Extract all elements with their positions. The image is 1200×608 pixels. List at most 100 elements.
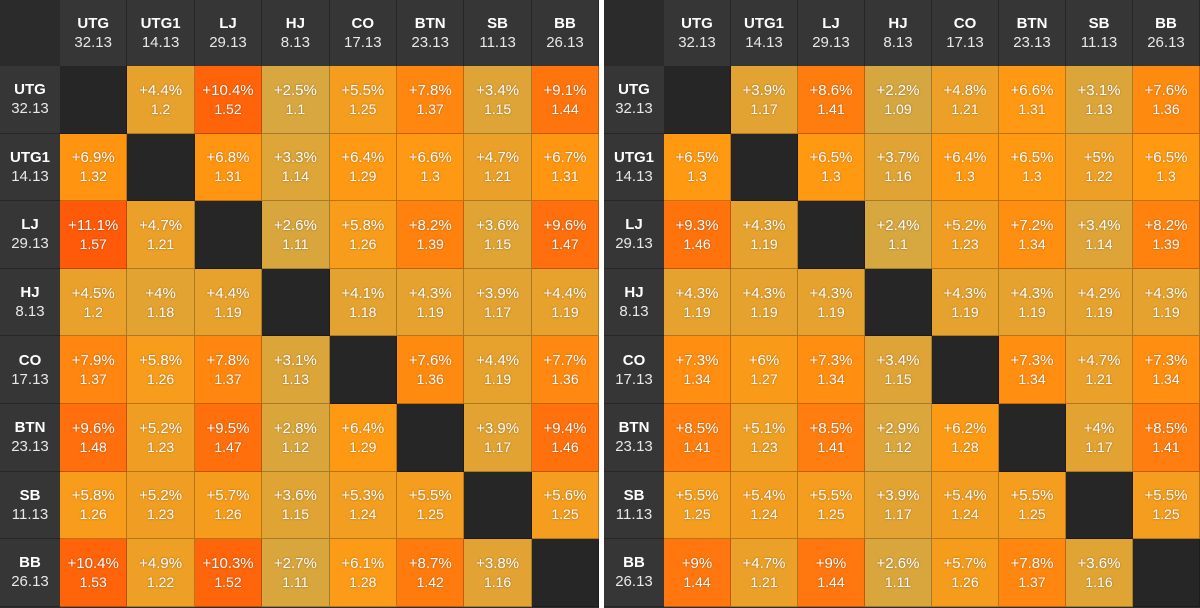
matrix-cell[interactable]: +5.8% 1.26 xyxy=(60,471,128,540)
matrix-cell[interactable]: +8.6% 1.41 xyxy=(798,66,865,134)
matrix-cell[interactable]: +5.5% 1.25 xyxy=(329,66,397,134)
matrix-cell[interactable]: +7.8% 1.37 xyxy=(194,336,263,404)
matrix-cell[interactable]: +5.1% 1.23 xyxy=(731,404,798,472)
matrix-cell[interactable]: +5.5% 1.25 xyxy=(664,471,731,540)
matrix-cell[interactable]: +5.5% 1.25 xyxy=(1133,471,1200,540)
matrix-cell[interactable]: +7.3% 1.34 xyxy=(1133,336,1200,404)
matrix-cell[interactable]: +5.7% 1.26 xyxy=(932,539,999,607)
matrix-cell[interactable]: +4.3% 1.19 xyxy=(731,268,798,337)
matrix-cell[interactable]: +3.3% 1.14 xyxy=(262,133,330,202)
matrix-cell[interactable]: +2.6% 1.11 xyxy=(865,539,932,607)
matrix-cell[interactable]: +4.7% 1.21 xyxy=(127,201,195,269)
matrix-cell[interactable]: +9.6% 1.47 xyxy=(531,201,599,269)
matrix-cell[interactable]: +3.6% 1.15 xyxy=(262,471,330,540)
matrix-cell[interactable]: +4.4% 1.2 xyxy=(127,66,195,134)
matrix-cell[interactable]: +7.6% 1.36 xyxy=(397,336,465,404)
matrix-cell[interactable]: +5.2% 1.23 xyxy=(127,471,195,540)
matrix-cell[interactable]: +3.1% 1.13 xyxy=(262,336,330,404)
matrix-cell[interactable]: +7.3% 1.34 xyxy=(999,336,1066,404)
matrix-cell[interactable]: +6.5% 1.3 xyxy=(664,133,731,202)
matrix-cell[interactable]: +3.4% 1.14 xyxy=(1066,201,1133,269)
matrix-cell[interactable]: +6.5% 1.3 xyxy=(1133,133,1200,202)
matrix-cell[interactable]: +6.5% 1.3 xyxy=(798,133,865,202)
matrix-cell[interactable]: +4.4% 1.19 xyxy=(464,336,532,404)
matrix-cell[interactable]: +8.7% 1.42 xyxy=(397,539,465,607)
matrix-cell[interactable]: +4.8% 1.21 xyxy=(932,66,999,134)
matrix-cell[interactable]: +4.4% 1.19 xyxy=(531,268,599,337)
matrix-cell[interactable]: +5.5% 1.25 xyxy=(999,471,1066,540)
matrix-cell[interactable]: +10.4% 1.53 xyxy=(60,539,128,607)
matrix-cell[interactable]: +8.5% 1.41 xyxy=(798,404,865,472)
matrix-cell[interactable]: +8.5% 1.41 xyxy=(1133,404,1200,472)
matrix-cell[interactable]: +5.2% 1.23 xyxy=(932,201,999,269)
matrix-cell[interactable]: +7.7% 1.36 xyxy=(531,336,599,404)
matrix-cell[interactable]: +5.8% 1.26 xyxy=(329,201,397,269)
matrix-cell[interactable]: +5.8% 1.26 xyxy=(127,336,195,404)
matrix-cell[interactable]: +6.6% 1.31 xyxy=(999,66,1066,134)
matrix-cell[interactable]: +7.2% 1.34 xyxy=(999,201,1066,269)
matrix-cell[interactable]: +7.6% 1.36 xyxy=(1133,66,1200,134)
matrix-cell[interactable]: +9% 1.44 xyxy=(798,539,865,607)
matrix-cell[interactable]: +6.2% 1.28 xyxy=(932,404,999,472)
matrix-cell[interactable]: +4.4% 1.19 xyxy=(194,268,263,337)
matrix-cell[interactable]: +6.7% 1.31 xyxy=(531,133,599,202)
matrix-cell[interactable]: +4.3% 1.19 xyxy=(664,268,731,337)
matrix-cell[interactable]: +5.7% 1.26 xyxy=(194,471,263,540)
matrix-cell[interactable]: +4.3% 1.19 xyxy=(397,268,465,337)
matrix-cell[interactable]: +5.4% 1.24 xyxy=(731,471,798,540)
matrix-cell[interactable]: +9% 1.44 xyxy=(664,539,731,607)
matrix-cell[interactable]: +8.2% 1.39 xyxy=(1133,201,1200,269)
matrix-cell[interactable]: +3.6% 1.15 xyxy=(464,201,532,269)
matrix-cell[interactable]: +3.7% 1.16 xyxy=(865,133,932,202)
matrix-cell[interactable]: +3.9% 1.17 xyxy=(464,404,532,472)
matrix-cell[interactable]: +4.7% 1.21 xyxy=(464,133,532,202)
matrix-cell[interactable]: +2.6% 1.11 xyxy=(262,201,330,269)
matrix-cell[interactable]: +4.3% 1.19 xyxy=(798,268,865,337)
matrix-cell[interactable]: +6.4% 1.3 xyxy=(932,133,999,202)
matrix-cell[interactable]: +3.8% 1.16 xyxy=(464,539,532,607)
matrix-cell[interactable]: +6.1% 1.28 xyxy=(329,539,397,607)
matrix-cell[interactable]: +3.4% 1.15 xyxy=(464,66,532,134)
matrix-cell[interactable]: +4.3% 1.19 xyxy=(1133,268,1200,337)
matrix-cell[interactable]: +4.7% 1.21 xyxy=(731,539,798,607)
matrix-cell[interactable]: +5.4% 1.24 xyxy=(932,471,999,540)
matrix-cell[interactable]: +5.5% 1.25 xyxy=(798,471,865,540)
matrix-cell[interactable]: +2.2% 1.09 xyxy=(865,66,932,134)
matrix-cell[interactable]: +8.2% 1.39 xyxy=(397,201,465,269)
matrix-cell[interactable]: +8.5% 1.41 xyxy=(664,404,731,472)
matrix-cell[interactable]: +2.7% 1.11 xyxy=(262,539,330,607)
matrix-cell[interactable]: +4.3% 1.19 xyxy=(999,268,1066,337)
matrix-cell[interactable]: +4.5% 1.2 xyxy=(60,268,128,337)
matrix-cell[interactable]: +6.5% 1.3 xyxy=(999,133,1066,202)
matrix-cell[interactable]: +3.1% 1.13 xyxy=(1066,66,1133,134)
matrix-cell[interactable]: +4.3% 1.19 xyxy=(932,268,999,337)
matrix-cell[interactable]: +10.3% 1.52 xyxy=(194,539,263,607)
matrix-cell[interactable]: +5% 1.22 xyxy=(1066,133,1133,202)
matrix-cell[interactable]: +7.8% 1.37 xyxy=(999,539,1066,607)
matrix-cell[interactable]: +6.6% 1.3 xyxy=(397,133,465,202)
matrix-cell[interactable]: +9.6% 1.48 xyxy=(60,404,128,472)
matrix-cell[interactable]: +9.5% 1.47 xyxy=(194,404,263,472)
matrix-cell[interactable]: +5.6% 1.25 xyxy=(531,471,599,540)
matrix-cell[interactable]: +3.6% 1.16 xyxy=(1066,539,1133,607)
matrix-cell[interactable]: +7.9% 1.37 xyxy=(60,336,128,404)
matrix-cell[interactable]: +3.9% 1.17 xyxy=(731,66,798,134)
matrix-cell[interactable]: +5.5% 1.25 xyxy=(397,471,465,540)
matrix-cell[interactable]: +4% 1.18 xyxy=(127,268,195,337)
matrix-cell[interactable]: +6.8% 1.31 xyxy=(194,133,263,202)
matrix-cell[interactable]: +2.8% 1.12 xyxy=(262,404,330,472)
matrix-cell[interactable]: +4.1% 1.18 xyxy=(329,268,397,337)
matrix-cell[interactable]: +3.9% 1.17 xyxy=(464,268,532,337)
matrix-cell[interactable]: +6.4% 1.29 xyxy=(329,133,397,202)
matrix-cell[interactable]: +2.5% 1.1 xyxy=(262,66,330,134)
matrix-cell[interactable]: +10.4% 1.52 xyxy=(194,66,263,134)
matrix-cell[interactable]: +5.2% 1.23 xyxy=(127,404,195,472)
matrix-cell[interactable]: +6.9% 1.32 xyxy=(60,133,128,202)
matrix-cell[interactable]: +9.4% 1.46 xyxy=(531,404,599,472)
matrix-cell[interactable]: +3.4% 1.15 xyxy=(865,336,932,404)
matrix-cell[interactable]: +6.4% 1.29 xyxy=(329,404,397,472)
matrix-cell[interactable]: +2.9% 1.12 xyxy=(865,404,932,472)
matrix-cell[interactable]: +9.3% 1.46 xyxy=(664,201,731,269)
matrix-cell[interactable]: +4.9% 1.22 xyxy=(127,539,195,607)
matrix-cell[interactable]: +4% 1.17 xyxy=(1066,404,1133,472)
